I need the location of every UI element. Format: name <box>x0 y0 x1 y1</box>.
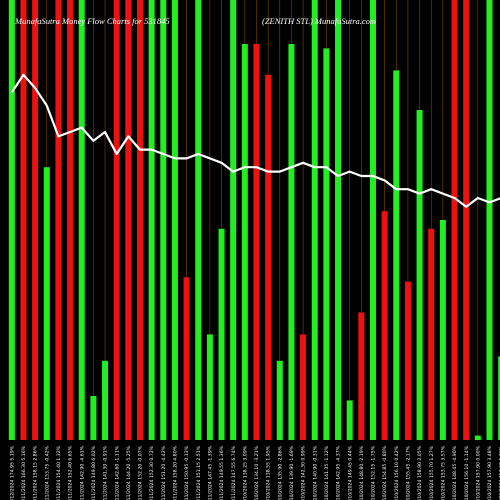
bar <box>335 0 342 440</box>
x-tick-label: 01/11/2024 147.55 6.74% <box>231 445 237 500</box>
bar <box>288 44 295 440</box>
bar <box>369 0 376 440</box>
x-tick-labels: 02/12/2024 174.95 5.19% 29/11/2024 166.30… <box>9 445 500 500</box>
bar <box>160 0 167 440</box>
x-tick-label: 17/10/2024 148.80 -2.19% <box>359 445 365 500</box>
bar <box>102 360 109 440</box>
bar <box>474 435 481 440</box>
money-flow-line <box>10 73 500 208</box>
bar <box>136 0 143 440</box>
x-tick-label: 21/10/2024 142.95 -4.37% <box>336 445 342 500</box>
bar <box>32 0 39 440</box>
bar <box>323 48 330 441</box>
bar <box>346 400 353 440</box>
bar <box>498 356 500 440</box>
bar <box>381 211 388 440</box>
bar <box>148 0 155 440</box>
bar <box>171 0 178 440</box>
x-tick-label: 11/10/2024 155.45 -2.17% <box>406 445 412 500</box>
bar <box>90 396 97 440</box>
x-tick-label: 21/11/2024 149.80 6.02% <box>91 445 97 500</box>
x-tick-label: 25/11/2024 152.40 6.65% <box>68 445 74 500</box>
x-tick-label: 12/11/2024 152.30 0.72% <box>149 445 155 500</box>
x-tick-label: 11/11/2024 151.20 -4.42% <box>161 445 167 500</box>
x-tick-label: 08/11/2024 158.20 4.80% <box>173 445 179 500</box>
x-tick-label: 19/11/2024 141.30 -0.91% <box>103 445 109 500</box>
x-tick-label: 01/10/2024 157.90 3.48% <box>487 445 493 500</box>
bar <box>113 0 120 440</box>
bar <box>358 312 365 440</box>
bar <box>451 0 458 440</box>
x-tick-label: 13/11/2024 152.20 -0.07% <box>138 445 144 500</box>
bar <box>125 0 132 440</box>
x-tick-label: 18/11/2024 142.60 -1.11% <box>114 445 120 500</box>
x-tick-label: 14/11/2024 144.20 -5.25% <box>126 445 132 500</box>
bar <box>67 0 74 440</box>
x-tick-label: 15/10/2024 154.85 -0.80% <box>382 445 388 500</box>
x-tick-label: 25/10/2024 139.90 -1.69% <box>289 445 295 500</box>
x-tick-label: 06/11/2024 151.15 2.51% <box>196 445 202 500</box>
bar-layer <box>8 0 500 441</box>
bar <box>8 0 15 440</box>
x-tick-label: 26/11/2024 154.40 1.32% <box>56 445 62 500</box>
bar <box>206 334 213 440</box>
bar <box>241 44 248 440</box>
bar <box>416 110 423 440</box>
bar <box>439 220 446 440</box>
bar <box>183 277 190 440</box>
x-tick-label: 28/10/2024 135.90 -2.86% <box>277 445 283 500</box>
x-tick-label: 22/10/2024 141.35 -1.12% <box>324 445 330 500</box>
x-tick-label: 08/10/2024 153.75 3.57% <box>440 445 446 500</box>
x-tick-label: 09/10/2024 155.70 1.27% <box>429 445 435 500</box>
chart-title-left: MunafaSutra Money Flow Charts for 531845 <box>14 16 170 26</box>
bar <box>428 228 435 440</box>
bar <box>253 44 260 440</box>
x-tick-label: 22/11/2024 142.90 -4.61% <box>79 445 85 500</box>
x-tick-label: 04/10/2024 156.10 -1.14% <box>464 445 470 500</box>
x-tick-label: 14/10/2024 156.10 0.42% <box>394 445 400 500</box>
bar <box>265 74 272 441</box>
bar <box>230 0 237 440</box>
bar <box>276 360 283 440</box>
x-tick-label: 31/10/2024 138.25 3.09% <box>242 445 248 500</box>
x-tick-label: 27/11/2024 153.75 -0.42% <box>44 445 50 500</box>
bar <box>20 0 27 440</box>
bar <box>78 0 85 440</box>
x-tick-label: 10/10/2024 158.90 2.05% <box>417 445 423 500</box>
x-tick-label: 28/11/2024 158.15 2.86% <box>33 445 39 500</box>
x-tick-label: 07/10/2024 148.45 -4.90% <box>452 445 458 500</box>
bar <box>55 0 62 440</box>
bar <box>43 167 50 440</box>
x-tick-label: 30/10/2024 134.10 -3.21% <box>254 445 260 500</box>
bar <box>486 0 493 440</box>
bar <box>393 70 400 441</box>
x-tick-label: 16/10/2024 152.15 -1.75% <box>371 445 377 500</box>
x-tick-label: 03/10/2024 157.90 0.00% <box>475 445 481 500</box>
bar <box>311 0 318 440</box>
x-tick-label: 02/12/2024 174.95 5.19% <box>9 445 15 500</box>
bar <box>404 281 411 440</box>
chart-title-right: (ZENITH STL) MunafaSutra.com <box>262 16 376 26</box>
x-tick-label: 04/11/2024 149.55 1.36% <box>219 445 225 500</box>
x-tick-label: 30/09/2024 152.60 1.06% <box>499 445 500 500</box>
x-tick-label: 29/10/2024 138.55 1.95% <box>266 445 272 500</box>
x-tick-label: 24/10/2024 142.30 0.99% <box>301 445 307 500</box>
bar <box>218 228 225 440</box>
bar <box>300 334 307 440</box>
x-tick-label: 18/10/2024 149.45 0.44% <box>347 445 353 500</box>
x-tick-label: 05/11/2024 147.45 -1.39% <box>207 445 213 500</box>
x-tick-label: 23/10/2024 140.90 -0.31% <box>312 445 318 500</box>
bar <box>463 0 470 440</box>
bar <box>195 0 202 440</box>
x-tick-label: 29/11/2024 166.30 5.16% <box>21 445 27 500</box>
x-tick-label: 07/11/2024 150.95 -0.13% <box>184 445 190 500</box>
